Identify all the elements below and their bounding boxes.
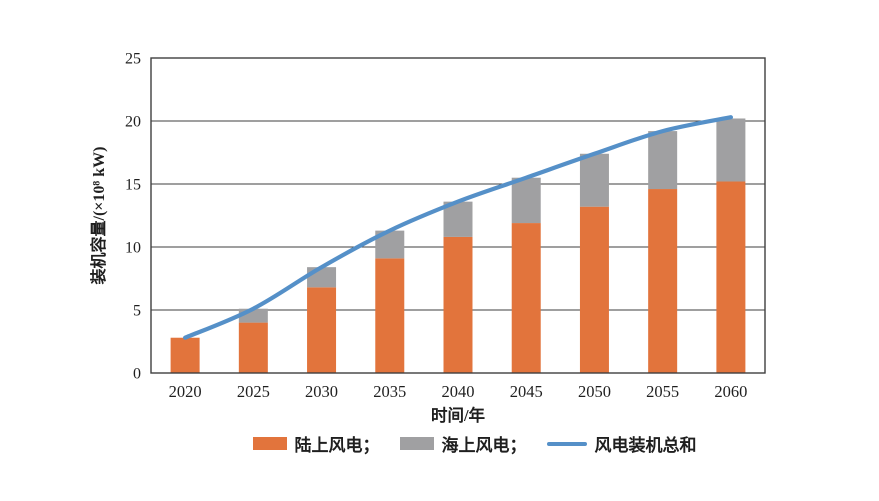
x-tick-label-2040: 2040 — [442, 382, 475, 401]
y-tick-label-5: 5 — [133, 303, 141, 320]
legend-label-onshore: 陆上风电； — [294, 436, 380, 455]
x-tick-label-2060: 2060 — [714, 382, 747, 401]
x-tick-label-2030: 2030 — [305, 382, 338, 401]
offshore-swatch-icon — [399, 437, 434, 450]
legend-item-total: 风电装机总和 — [546, 431, 697, 456]
x-tick-label-2020: 2020 — [169, 382, 202, 401]
legend-label-offshore: 海上风电； — [441, 436, 527, 455]
y-tick-label-15: 15 — [125, 177, 141, 194]
x-tick-label-2055: 2055 — [646, 382, 679, 401]
bar-offshore-2060 — [716, 118, 746, 182]
y-tick-label-10: 10 — [125, 240, 141, 257]
onshore-swatch-icon — [252, 437, 287, 450]
y-tick-label-20: 20 — [125, 114, 141, 131]
bar-offshore-2045 — [511, 177, 541, 224]
legend-item-offshore: 海上风电； — [399, 431, 527, 456]
chart-legend: 陆上风电； 海上风电； 风电装机总和 — [70, 431, 879, 456]
legend-item-onshore: 陆上风电； — [252, 431, 380, 456]
legend-label-total: 风电装机总和 — [594, 436, 697, 455]
bar-onshore-2045 — [511, 223, 541, 373]
total-capacity-line — [183, 115, 733, 340]
bar-offshore-2050 — [579, 153, 609, 207]
bar-onshore-2025 — [238, 322, 268, 373]
bar-onshore-2030 — [307, 287, 337, 373]
bar-onshore-2020 — [170, 337, 200, 373]
bar-offshore-2030 — [307, 267, 337, 288]
bar-onshore-2050 — [579, 206, 609, 373]
total-line-swatch-icon — [546, 441, 587, 446]
y-tick-label-25: 25 — [125, 51, 141, 68]
x-tick-label-2045: 2045 — [510, 382, 543, 401]
x-tick-label-2050: 2050 — [578, 382, 611, 401]
bar-offshore-2055 — [648, 131, 678, 190]
bar-onshore-2035 — [375, 258, 405, 373]
bar-onshore-2055 — [648, 189, 678, 373]
x-tick-label-2035: 2035 — [373, 382, 406, 401]
plot-frame — [150, 57, 766, 374]
x-tick-label-2025: 2025 — [237, 382, 270, 401]
bar-onshore-2060 — [716, 181, 746, 373]
y-axis-title: 装机容量/(×10⁸ kW) — [89, 147, 108, 286]
x-axis-title: 时间/年 — [431, 405, 486, 425]
y-tick-label-0: 0 — [133, 366, 141, 383]
bar-onshore-2040 — [443, 236, 473, 373]
